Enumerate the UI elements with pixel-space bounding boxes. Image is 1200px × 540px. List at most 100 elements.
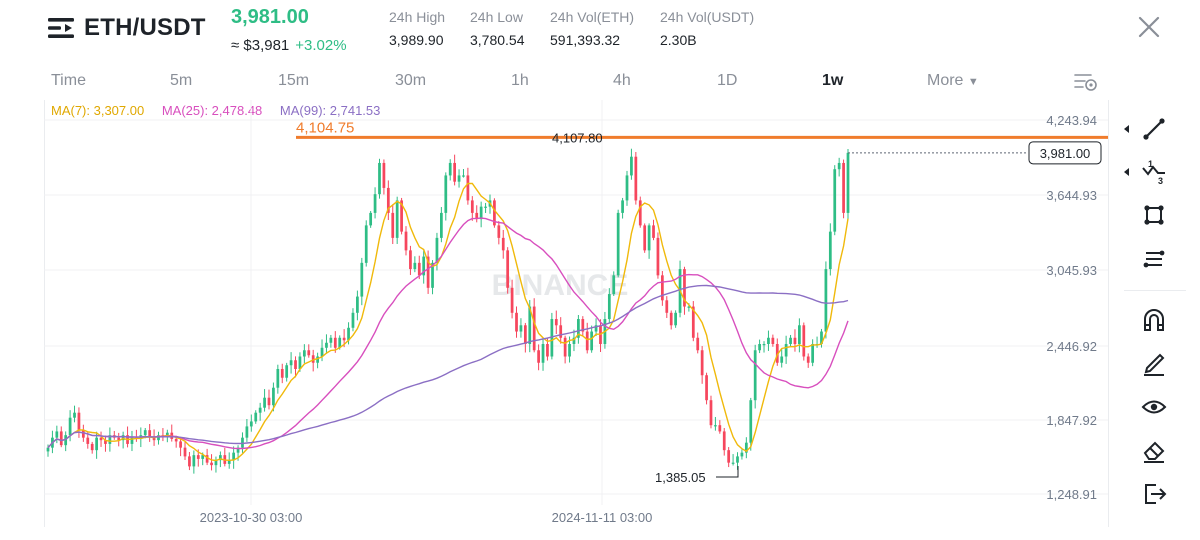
candle-body <box>219 455 222 461</box>
eraser-tool[interactable] <box>1138 436 1170 464</box>
candle-body <box>59 431 63 446</box>
parallel-channel-icon <box>1143 250 1165 268</box>
channel-tool[interactable] <box>1138 245 1170 273</box>
candle-body <box>674 312 677 326</box>
chart-right-border <box>1108 100 1109 527</box>
candle-body <box>753 350 757 401</box>
candle-body <box>431 262 434 288</box>
chart-settings-icon[interactable] <box>1074 72 1098 92</box>
tab-1d[interactable]: 1D <box>717 72 738 89</box>
candle-body <box>382 162 386 188</box>
tab-30m[interactable]: 30m <box>395 72 427 89</box>
close-icon[interactable] <box>1136 14 1162 40</box>
exit-tool[interactable] <box>1138 480 1170 508</box>
stat-24h-high: 24h High 3,989.90 <box>389 9 445 48</box>
candle-body <box>497 225 501 238</box>
candle-body <box>643 225 647 251</box>
usd-price: ≈ $3,981 <box>231 37 290 54</box>
tab-1h[interactable]: 1h <box>511 72 529 89</box>
trading-pair[interactable]: ETH/USDT <box>84 14 206 41</box>
ma7-label: MA(7): 3,307.00 <box>51 103 145 118</box>
candle-body <box>342 337 346 341</box>
candle-body <box>130 437 134 444</box>
stat-label: 24h Low <box>470 9 523 25</box>
candle-body <box>537 350 540 363</box>
candle-body <box>647 225 651 251</box>
candle-body <box>462 175 465 177</box>
candle-body <box>68 417 72 436</box>
header: ETH/USDT 3,981.00 ≈ $3,981 +3.02% 24h Hig… <box>0 0 1200 60</box>
candle-body <box>422 256 426 276</box>
candle-body <box>638 200 642 226</box>
eraser-icon <box>1143 441 1165 463</box>
candle-body <box>280 368 284 378</box>
candle-body <box>722 431 726 451</box>
change-percent: +3.02% <box>295 37 347 54</box>
expand-caret-icon[interactable] <box>1124 125 1129 133</box>
trend-line-tool[interactable] <box>1138 115 1170 143</box>
candle-body <box>616 212 620 276</box>
candle-body <box>448 162 452 176</box>
candle-body <box>148 430 152 438</box>
candle-body <box>121 435 125 441</box>
candle-body <box>364 225 368 263</box>
candle-body <box>577 319 580 338</box>
candle-body <box>652 225 655 238</box>
current-price-tag <box>1028 141 1102 165</box>
time-axis-label: 2024-11-11 03:00 <box>552 510 653 525</box>
magnet-tool[interactable] <box>1138 306 1170 334</box>
svg-text:1: 1 <box>1148 159 1153 169</box>
candle-body <box>143 430 147 436</box>
price-chart[interactable]: BINANCE 4,104.75 4,107.80 1,385.05 3,981.00… <box>0 0 1120 540</box>
candle-body <box>634 156 638 201</box>
usd-price-row: ≈ $3,981 +3.02% <box>231 37 347 54</box>
magnet-icon <box>1144 309 1164 331</box>
candle-body <box>373 194 377 213</box>
candle-body <box>820 331 823 345</box>
candle-body <box>528 306 532 345</box>
candle-body <box>196 455 200 459</box>
menu-icon[interactable] <box>48 17 74 39</box>
exit-icon <box>1145 484 1167 504</box>
candle-body <box>249 421 253 427</box>
expand-caret-icon[interactable] <box>1124 168 1129 176</box>
tab-more[interactable]: More ▼ <box>927 72 979 90</box>
visibility-tool[interactable] <box>1138 393 1170 421</box>
candle-body <box>391 212 395 238</box>
candle-body <box>824 269 828 332</box>
svg-text:3: 3 <box>1158 176 1163 186</box>
low-marker-line <box>716 466 739 478</box>
candle-body <box>81 430 85 438</box>
tab-4h[interactable]: 4h <box>613 72 631 89</box>
price-axis-label: 1,847.92 <box>1046 413 1097 428</box>
tab-15m[interactable]: 15m <box>278 72 310 89</box>
candle-body <box>369 212 373 226</box>
candle-body <box>700 350 704 376</box>
candle-body <box>64 435 68 446</box>
candle-body <box>289 360 293 366</box>
candle-body <box>709 400 713 426</box>
candle-body <box>705 375 708 401</box>
candle-body <box>232 452 236 461</box>
candle-body <box>771 337 775 345</box>
candle-body <box>559 325 563 338</box>
candle-body <box>532 306 536 351</box>
rectangle-tool[interactable] <box>1138 202 1170 230</box>
candle-body <box>546 344 549 357</box>
caret-down-icon: ▼ <box>967 76 979 88</box>
candle-body <box>594 325 598 332</box>
rectangle-icon <box>1144 205 1164 225</box>
last-price: 3,981.00 <box>231 6 309 28</box>
candle-body <box>325 342 328 348</box>
tab-1w[interactable]: 1w <box>822 72 844 89</box>
tab-time[interactable]: Time <box>51 72 86 89</box>
candle-body <box>316 356 319 363</box>
pencil-tool[interactable] <box>1138 348 1170 376</box>
candle-body <box>263 397 266 408</box>
candle-body <box>687 306 691 308</box>
tab-5m[interactable]: 5m <box>170 72 193 89</box>
candle-body <box>775 344 779 363</box>
drawn-line-price-label: 4,104.75 <box>296 119 354 136</box>
